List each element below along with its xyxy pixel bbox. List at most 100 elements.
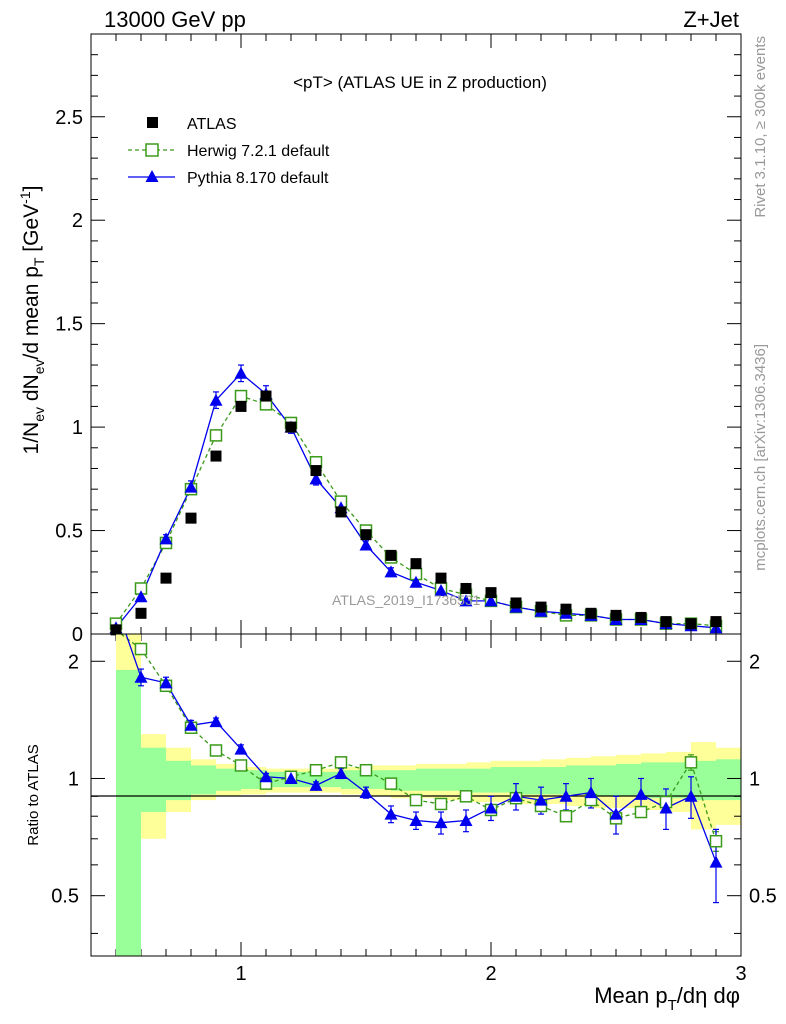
legend-herwig-marker <box>145 143 159 157</box>
herwig-ratio-point <box>709 834 723 848</box>
ratio-y-tick-label: 2 <box>68 651 79 673</box>
atlas-point <box>460 582 472 594</box>
atlas-point <box>710 616 722 628</box>
plot-title: <pT> (ATLAS UE in Z production) <box>293 73 547 92</box>
atlas-point <box>260 390 272 402</box>
analysis-watermark: ATLAS_2019_I1736531 <box>332 592 481 608</box>
main-y-tick-label: 1 <box>72 417 83 439</box>
herwig-ratio-point <box>559 809 573 823</box>
ratio-band-inner <box>616 763 641 797</box>
legend-pythia-label: Pythia 8.170 default <box>187 170 329 187</box>
herwig-ratio-point <box>234 759 248 772</box>
ratio-band-inner <box>116 669 141 956</box>
header-process-label: Z+Jet <box>683 7 739 32</box>
atlas-point <box>585 607 597 619</box>
herwig-ratio-point <box>134 642 148 656</box>
pythia-ratio-point <box>484 801 498 814</box>
pythia-ratio-point <box>584 786 598 799</box>
pythia-point <box>459 594 473 607</box>
atlas-point <box>560 603 572 615</box>
pythia-point <box>434 584 448 597</box>
atlas-point <box>510 597 522 609</box>
ratio-band-inner <box>641 762 666 799</box>
herwig-ratio-point <box>309 763 323 777</box>
atlas-point <box>310 465 322 477</box>
main-y-tick-label: 2 <box>72 210 83 232</box>
legend-pythia-marker <box>145 170 159 182</box>
main-y-tick-label: 0 <box>72 624 83 646</box>
ratio-band-inner <box>166 760 191 801</box>
ratio-y-tick-label: 1 <box>68 768 79 790</box>
atlas-point <box>360 529 372 541</box>
legend-atlas-label: ATLAS <box>187 116 237 133</box>
atlas-point <box>335 506 347 518</box>
atlas-point <box>185 512 197 524</box>
herwig-ratio-point <box>384 777 398 790</box>
atlas-point <box>660 616 672 628</box>
ratio-axis-ticks: 0.5 0.5 1 1 2 2 <box>51 651 777 934</box>
rivet-version-label: Rivet 3.1.10, ≥ 300k events <box>752 36 769 218</box>
atlas-point <box>685 618 697 630</box>
pythia-ratio-point <box>159 676 173 689</box>
main-panel: 0 0.5 1 1.5 2 2.5 1 2 3 <box>55 33 747 985</box>
pythia-ratio-point <box>659 801 673 814</box>
ratio-band-inner <box>441 768 466 791</box>
legend-atlas-marker <box>147 117 158 128</box>
pythia-ratio-point <box>609 807 623 820</box>
pythia-ratio-point <box>534 793 548 806</box>
pythia-ratio-point <box>509 789 523 802</box>
atlas-point <box>635 611 647 623</box>
pythia-ratio-point <box>384 807 398 820</box>
pythia-ratio-point <box>134 670 148 683</box>
legend-herwig-label: Herwig 7.2.1 default <box>187 143 330 160</box>
herwig-ratio-point <box>459 790 473 803</box>
header-energy-label: 13000 GeV pp <box>104 7 246 32</box>
ratio-band-inner <box>216 768 241 791</box>
pythia-ratio-point <box>209 715 223 728</box>
pythia-point <box>184 480 198 493</box>
x-tick-label: 2 <box>485 963 496 985</box>
pythia-ratio-point <box>634 787 648 800</box>
atlas-point <box>435 572 447 584</box>
pythia-ratio-point <box>234 742 248 755</box>
pythia-point <box>209 393 223 406</box>
pythia-line <box>115 372 717 629</box>
pythia-point <box>384 565 398 578</box>
x-tick-label: 3 <box>735 963 746 985</box>
main-y-axis-label: 1/Nev dNev/d mean pT [GeV-1] <box>17 186 47 455</box>
herwig-point <box>234 389 248 403</box>
pythia-ratio-point <box>709 855 723 868</box>
pythia-ratio-point <box>359 786 373 799</box>
pythia-point <box>409 575 423 588</box>
ratio-uncertainty-bands <box>116 634 741 956</box>
ratio-band-inner <box>591 765 616 797</box>
pythia-ratio-point <box>184 718 198 731</box>
ratio-band-inner <box>716 759 741 801</box>
atlas-point <box>235 400 247 412</box>
x-axis-label: Mean pT/dη dφ <box>594 983 740 1014</box>
pythia-point <box>234 366 248 379</box>
herwig-ratio-point <box>684 756 698 769</box>
ratio-band-inner <box>541 767 566 795</box>
atlas-point <box>210 450 222 462</box>
herwig-ratio-point <box>434 797 448 811</box>
herwig-ratio-point <box>359 763 373 777</box>
herwig-ratio-point <box>634 805 648 819</box>
ratio-band-inner <box>516 767 541 795</box>
x-tick-label: 1 <box>235 963 246 985</box>
pythia-ratio-line-edge <box>125 633 142 678</box>
mcplots-label: mcplots.cern.ch [arXiv:1306.3436] <box>752 344 769 571</box>
pythia-ratio-point <box>309 778 323 791</box>
pythia-ratio-point <box>259 770 273 783</box>
ratio-band-inner <box>466 768 491 793</box>
main-y-tick-label: 2.5 <box>55 107 83 129</box>
pythia-point <box>484 594 498 607</box>
atlas-point <box>135 607 147 619</box>
ratio-panel: 0.5 0.5 1 1 2 2 <box>51 633 777 957</box>
ratio-band-inner <box>141 747 166 813</box>
ratio-y-tick-label-right: 0.5 <box>749 886 777 908</box>
herwig-ratio-point <box>409 793 423 807</box>
atlas-point <box>610 609 622 621</box>
pythia-ratio-line <box>140 676 717 863</box>
